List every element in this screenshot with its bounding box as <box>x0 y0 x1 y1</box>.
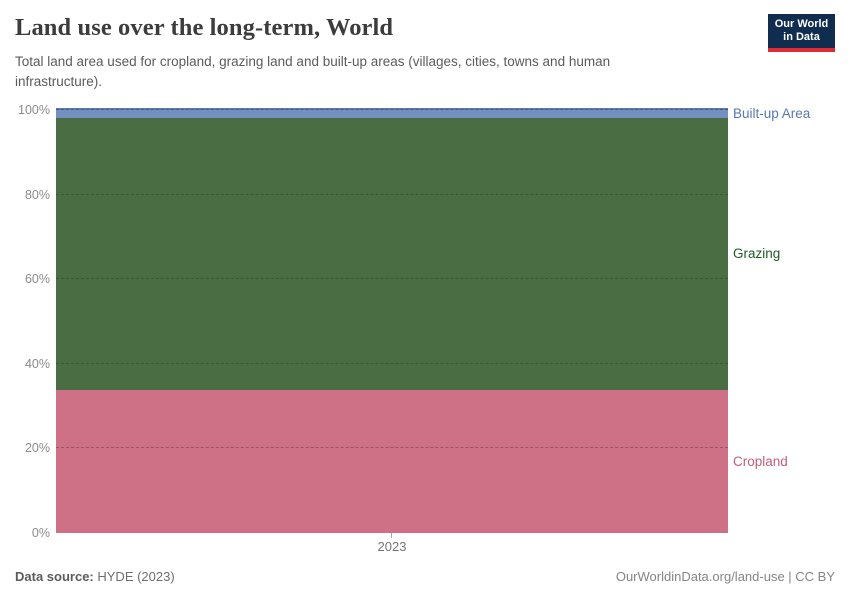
series-label-cropland[interactable]: Cropland <box>733 453 788 469</box>
area-grazing[interactable] <box>56 118 728 391</box>
page-title: Land use over the long-term, World <box>15 14 394 41</box>
gridline-60 <box>56 278 728 280</box>
x-axis-label: 2023 <box>377 539 407 554</box>
gridline-20 <box>56 447 728 449</box>
data-source-value: HYDE (2023) <box>97 569 175 584</box>
area-cropland[interactable] <box>56 390 728 533</box>
gridline-80 <box>56 193 728 195</box>
x-axis-tick <box>391 533 392 538</box>
y-tick-label-40: 40% <box>24 356 50 371</box>
owid-logo-line1: Our World <box>774 18 829 30</box>
series-label-built-up-area[interactable]: Built-up Area <box>733 106 811 122</box>
plot-area[interactable] <box>56 108 728 533</box>
owid-logo[interactable]: Our World in Data <box>768 14 835 52</box>
y-tick-label-20: 20% <box>24 441 50 456</box>
y-tick-label-100: 100% <box>18 103 50 117</box>
y-tick-label-60: 60% <box>24 272 50 287</box>
gridline-100 <box>56 109 728 110</box>
license-link[interactable]: OurWorldinData.org/land-use | CC BY <box>615 569 835 584</box>
y-tick-label-80: 80% <box>24 187 50 202</box>
data-source: Data source: HYDE (2023) <box>15 569 175 584</box>
chart-subtitle: Total land area used for cropland, grazi… <box>15 54 611 89</box>
series-label-grazing[interactable]: Grazing <box>733 246 781 262</box>
owid-logo-line2: in Data <box>783 31 820 43</box>
y-tick-label-0: 0% <box>31 526 50 540</box>
area-built-up-area[interactable] <box>56 108 728 119</box>
gridline-40 <box>56 362 728 364</box>
data-source-label: Data source: <box>15 569 94 584</box>
